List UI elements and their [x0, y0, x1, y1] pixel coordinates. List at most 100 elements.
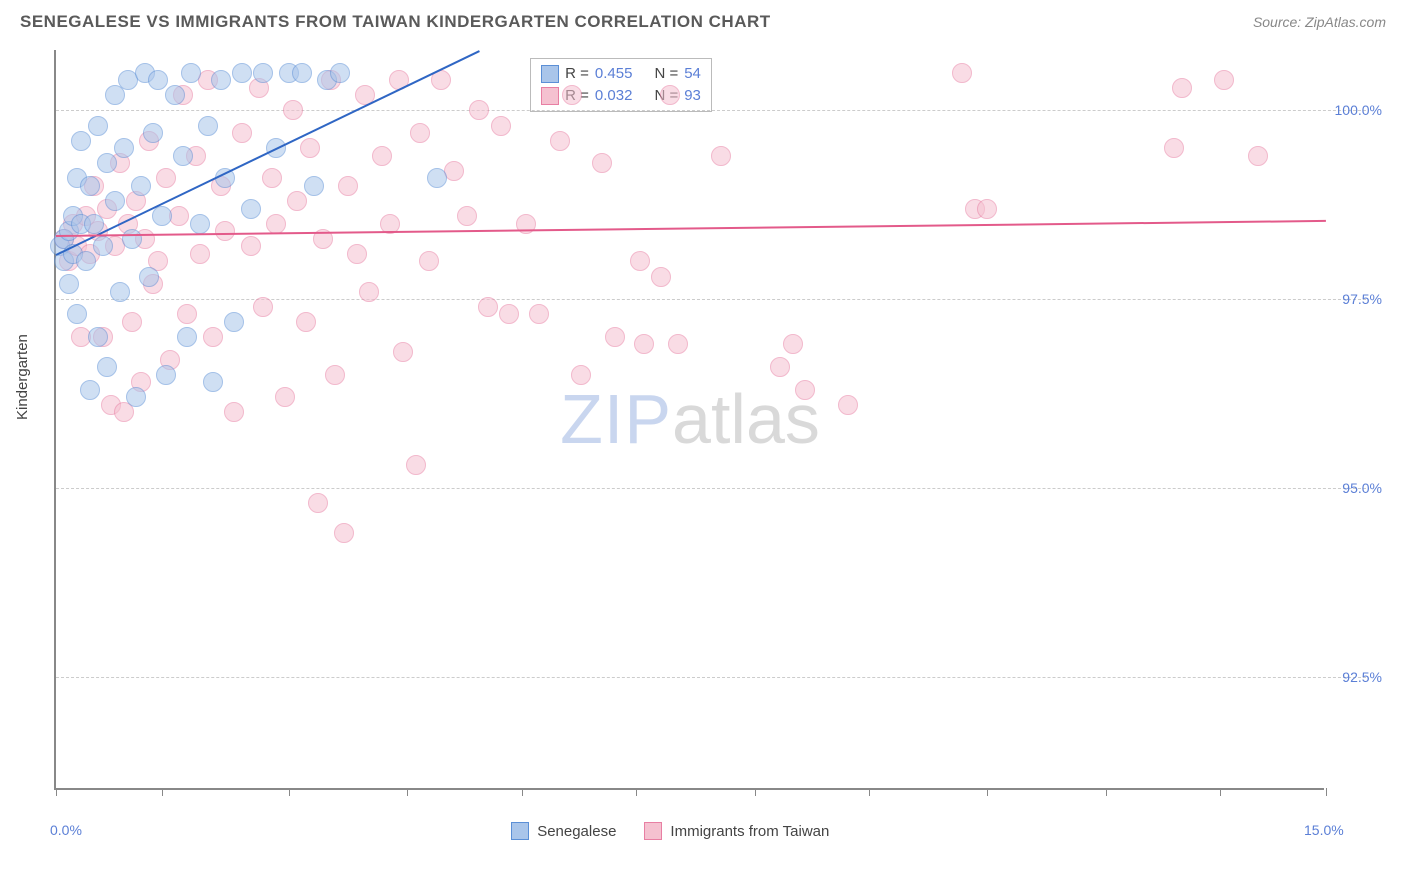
data-point: [419, 251, 439, 271]
data-point: [491, 116, 511, 136]
legend-swatch: [541, 65, 559, 83]
gridline-h: [56, 110, 1366, 111]
data-point: [211, 70, 231, 90]
data-point: [410, 123, 430, 143]
x-tick: [289, 788, 290, 796]
gridline-h: [56, 488, 1366, 489]
data-point: [296, 312, 316, 332]
data-point: [224, 312, 244, 332]
n-value: 93: [684, 87, 701, 104]
data-point: [105, 191, 125, 211]
data-point: [203, 372, 223, 392]
x-tick: [162, 788, 163, 796]
data-point: [499, 304, 519, 324]
data-point: [156, 365, 176, 385]
data-point: [478, 297, 498, 317]
x-tick: [987, 788, 988, 796]
x-tick: [56, 788, 57, 796]
data-point: [139, 267, 159, 287]
gridline-h: [56, 677, 1366, 678]
data-point: [838, 395, 858, 415]
data-point: [215, 221, 235, 241]
data-point: [97, 153, 117, 173]
trend-line: [56, 220, 1326, 237]
data-point: [110, 282, 130, 302]
chart-container: ZIPatlas R =0.455N =54R =0.032N =93 92.5…: [54, 50, 1384, 820]
x-tick: [1220, 788, 1221, 796]
source-label: Source: [1253, 14, 1297, 30]
data-point: [304, 176, 324, 196]
data-point: [93, 236, 113, 256]
data-point: [330, 63, 350, 83]
data-point: [165, 85, 185, 105]
watermark-zip: ZIP: [560, 380, 672, 458]
data-point: [660, 85, 680, 105]
data-point: [253, 297, 273, 317]
data-point: [262, 168, 282, 188]
data-point: [338, 176, 358, 196]
data-point: [84, 214, 104, 234]
y-tick-label: 95.0%: [1342, 480, 1382, 496]
data-point: [372, 146, 392, 166]
data-point: [88, 116, 108, 136]
n-label: N =: [654, 65, 678, 82]
data-point: [114, 138, 134, 158]
y-tick-label: 97.5%: [1342, 291, 1382, 307]
source-attribution: Source: ZipAtlas.com: [1253, 14, 1386, 30]
data-point: [651, 267, 671, 287]
data-point: [711, 146, 731, 166]
data-point: [152, 206, 172, 226]
data-point: [977, 199, 997, 219]
data-point: [605, 327, 625, 347]
data-point: [253, 63, 273, 83]
data-point: [347, 244, 367, 264]
data-point: [292, 63, 312, 83]
x-tick: [522, 788, 523, 796]
data-point: [427, 168, 447, 188]
data-point: [668, 334, 688, 354]
data-point: [97, 357, 117, 377]
data-point: [143, 123, 163, 143]
data-point: [393, 342, 413, 362]
data-point: [406, 455, 426, 475]
y-tick-label: 100.0%: [1335, 102, 1382, 118]
data-point: [308, 493, 328, 513]
x-axis-min-label: 0.0%: [50, 822, 82, 838]
watermark: ZIPatlas: [560, 379, 820, 459]
data-point: [1248, 146, 1268, 166]
data-point: [224, 402, 244, 422]
r-value: 0.032: [595, 87, 633, 104]
data-point: [241, 199, 261, 219]
gridline-h: [56, 299, 1366, 300]
data-point: [173, 146, 193, 166]
data-point: [203, 327, 223, 347]
x-tick: [869, 788, 870, 796]
series-legend: Senegalese Immigrants from Taiwan: [511, 822, 829, 840]
data-point: [80, 380, 100, 400]
data-point: [190, 244, 210, 264]
legend-item-senegalese: Senegalese: [511, 822, 616, 840]
legend-swatch: [541, 87, 559, 105]
data-point: [630, 251, 650, 271]
data-point: [359, 282, 379, 302]
data-point: [592, 153, 612, 173]
data-point: [80, 176, 100, 196]
x-tick: [755, 788, 756, 796]
y-axis-title: Kindergarten: [14, 334, 31, 420]
data-point: [571, 365, 591, 385]
correlation-legend: R =0.455N =54R =0.032N =93: [530, 58, 712, 112]
data-point: [300, 138, 320, 158]
data-point: [241, 236, 261, 256]
source-value: ZipAtlas.com: [1305, 14, 1386, 30]
data-point: [634, 334, 654, 354]
y-tick-label: 92.5%: [1342, 669, 1382, 685]
r-value: 0.455: [595, 65, 633, 82]
data-point: [131, 176, 151, 196]
data-point: [1164, 138, 1184, 158]
data-point: [181, 63, 201, 83]
data-point: [67, 304, 87, 324]
data-point: [232, 63, 252, 83]
data-point: [232, 123, 252, 143]
x-tick: [1326, 788, 1327, 796]
chart-header: SENEGALESE VS IMMIGRANTS FROM TAIWAN KIN…: [0, 0, 1406, 40]
